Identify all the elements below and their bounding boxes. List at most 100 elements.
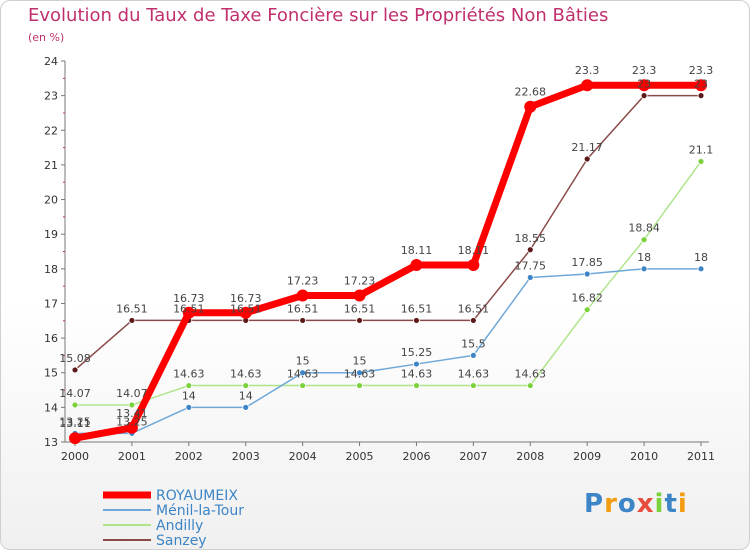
- data-point: [640, 92, 648, 100]
- data-label: 18.84: [628, 222, 660, 235]
- data-label: 15.25: [401, 346, 433, 359]
- data-point: [356, 369, 363, 377]
- data-label: 13.25: [116, 415, 148, 428]
- data-point: [413, 317, 420, 324]
- y-tick-label: 15: [44, 367, 58, 380]
- data-point: [71, 401, 79, 409]
- series-line: [74, 268, 702, 435]
- data-label: 21.17: [571, 141, 603, 154]
- data-label: 17.23: [287, 274, 319, 287]
- logo-letter: i: [654, 489, 665, 519]
- x-tick-label: 2011: [687, 450, 715, 463]
- data-label: 16.51: [458, 302, 490, 315]
- data-point: [640, 236, 648, 244]
- data-label: 14.63: [344, 368, 376, 381]
- y-tick-label: 17: [44, 297, 58, 310]
- x-tick-label: 2003: [232, 450, 260, 463]
- chart-title: Evolution du Taux de Taxe Foncière sur l…: [28, 5, 609, 26]
- data-label: 16.51: [173, 302, 205, 315]
- data-label: 17.85: [571, 256, 603, 269]
- data-label: 16.82: [571, 292, 603, 305]
- x-tick-label: 2001: [118, 450, 146, 463]
- logo-letter: i: [677, 489, 688, 519]
- data-label: 16.73: [230, 292, 262, 305]
- x-tick-label: 2008: [516, 450, 544, 463]
- data-point: [299, 382, 307, 389]
- data-point: [583, 270, 591, 278]
- data-point: [526, 382, 534, 389]
- data-point: [128, 401, 136, 409]
- series-line: [71, 81, 705, 442]
- data-label: 18.11: [458, 244, 490, 257]
- data-label: 16.51: [287, 302, 319, 315]
- x-tick-label: 2009: [573, 450, 601, 463]
- data-point: [581, 79, 594, 92]
- legend-label: Ménil-la-Tour: [156, 503, 244, 519]
- data-point: [185, 382, 193, 389]
- data-label: 16.51: [344, 302, 376, 315]
- data-point: [583, 306, 591, 314]
- data-label: 16.73: [173, 292, 205, 305]
- data-label: 16.51: [401, 302, 433, 315]
- data-label: 14.63: [287, 368, 319, 381]
- y-tick-label: 24: [44, 55, 58, 68]
- y-tick-label: 22: [44, 124, 58, 137]
- data-label: 15.5: [461, 337, 486, 350]
- series-lines: [69, 79, 707, 445]
- y-tick-label: 18: [44, 263, 58, 276]
- x-tick-label: 2006: [402, 450, 430, 463]
- data-point: [697, 92, 705, 100]
- x-tick-label: 2007: [459, 450, 487, 463]
- data-point: [524, 100, 537, 113]
- data-point: [640, 265, 648, 273]
- logo-letter: x: [636, 489, 655, 519]
- data-label: 15: [296, 355, 310, 368]
- data-label: 23: [637, 78, 651, 91]
- data-label: 14: [182, 389, 196, 402]
- data-label: 21.1: [689, 143, 714, 156]
- data-point: [638, 79, 651, 92]
- data-point: [125, 421, 138, 434]
- data-point: [697, 265, 705, 273]
- data-point: [695, 79, 707, 92]
- x-tick-label: 2000: [61, 450, 89, 463]
- data-point: [353, 289, 366, 302]
- y-tick-label: 20: [44, 194, 58, 207]
- series-line: [74, 94, 702, 371]
- x-tick-label: 2004: [289, 450, 317, 463]
- y-tick-label: 14: [44, 401, 58, 414]
- logo-letter: t: [664, 489, 678, 519]
- data-label: 17.75: [515, 259, 547, 272]
- data-label: 14.63: [458, 368, 490, 381]
- y-axis-unit: (en %): [28, 31, 65, 44]
- data-label: 23: [694, 78, 708, 91]
- x-tick-label: 2010: [630, 450, 658, 463]
- data-label: 13.41: [116, 407, 148, 420]
- legend-label: ROYAUMEIX: [156, 488, 238, 504]
- logo-letter: o: [617, 489, 637, 519]
- data-point: [239, 306, 252, 319]
- data-label: 16.51: [116, 302, 148, 315]
- data-labels: 15.08 16.51 16.51 16.51 16.51 16.51 16.51 16.51…: [59, 64, 713, 430]
- data-point: [296, 289, 309, 302]
- data-point: [242, 403, 250, 411]
- data-label: 14: [239, 389, 253, 402]
- data-point: [526, 274, 534, 281]
- logo-letter: P: [584, 489, 605, 519]
- x-tick-label: 2005: [346, 450, 374, 463]
- y-tick-label: 21: [44, 159, 58, 172]
- data-point: [469, 352, 477, 359]
- data-point: [583, 155, 591, 163]
- data-point: [71, 366, 79, 374]
- data-point: [185, 403, 193, 411]
- data-label: 16.51: [230, 302, 262, 315]
- data-point: [697, 158, 705, 165]
- data-point: [467, 259, 480, 272]
- data-label: 13.11: [59, 417, 91, 430]
- data-point: [182, 306, 195, 319]
- data-label: 18: [694, 251, 708, 264]
- data-label: 18.11: [401, 244, 433, 257]
